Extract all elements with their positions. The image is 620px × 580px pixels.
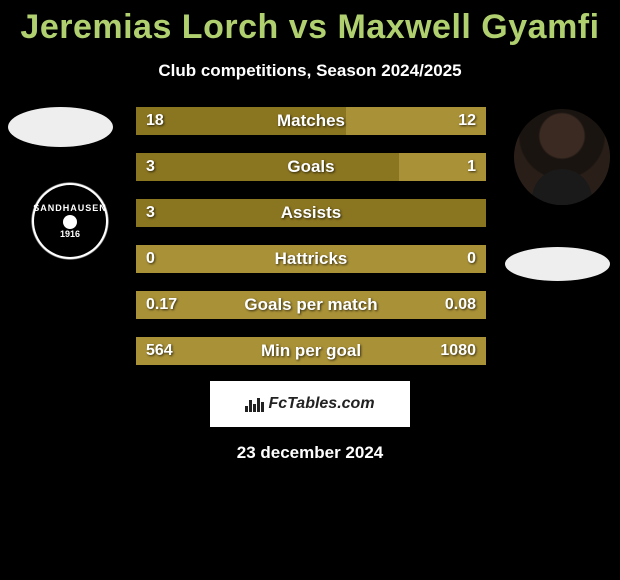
stat-label: Min per goal xyxy=(136,337,486,365)
stat-value-right: 0.08 xyxy=(445,291,476,319)
club-badge-year: 1916 xyxy=(60,229,80,239)
player-right-portrait xyxy=(514,109,610,205)
club-badge-ball-icon xyxy=(63,215,77,229)
stat-value-right: 0 xyxy=(467,245,476,273)
stat-row: 18Matches12 xyxy=(136,107,486,135)
stat-row: 0.17Goals per match0.08 xyxy=(136,291,486,319)
stat-label: Hattricks xyxy=(136,245,486,273)
comparison-subtitle: Club competitions, Season 2024/2025 xyxy=(0,61,620,81)
stat-row: 0Hattricks0 xyxy=(136,245,486,273)
stat-row: 3Assists xyxy=(136,199,486,227)
stat-label: Goals xyxy=(136,153,486,181)
player-left-club-badge: SANDHAUSEN 1916 xyxy=(20,171,120,271)
player-right-club-badge xyxy=(505,247,610,281)
stat-label: Goals per match xyxy=(136,291,486,319)
club-badge-inner: SANDHAUSEN 1916 xyxy=(34,185,106,257)
stat-row: 564Min per goal1080 xyxy=(136,337,486,365)
attribution-text: FcTables.com xyxy=(268,395,374,413)
attribution-logo-icon xyxy=(245,396,264,412)
stat-value-right: 1080 xyxy=(440,337,476,365)
comparison-main: SANDHAUSEN 1916 18Matches12 3Goals1 3Assis… xyxy=(0,107,620,367)
stat-value-right: 1 xyxy=(467,153,476,181)
comparison-date: 23 december 2024 xyxy=(0,443,620,463)
stat-label: Assists xyxy=(136,199,486,227)
stat-label: Matches xyxy=(136,107,486,135)
comparison-title: Jeremias Lorch vs Maxwell Gyamfi xyxy=(0,0,620,47)
stat-bars: 18Matches12 3Goals1 3Assists 0Hattricks0 0.1… xyxy=(136,107,486,365)
stat-value-right: 12 xyxy=(458,107,476,135)
attribution-badge: FcTables.com xyxy=(210,381,410,427)
stat-row: 3Goals1 xyxy=(136,153,486,181)
club-badge-text: SANDHAUSEN xyxy=(33,203,107,213)
player-left-portrait xyxy=(8,107,113,147)
